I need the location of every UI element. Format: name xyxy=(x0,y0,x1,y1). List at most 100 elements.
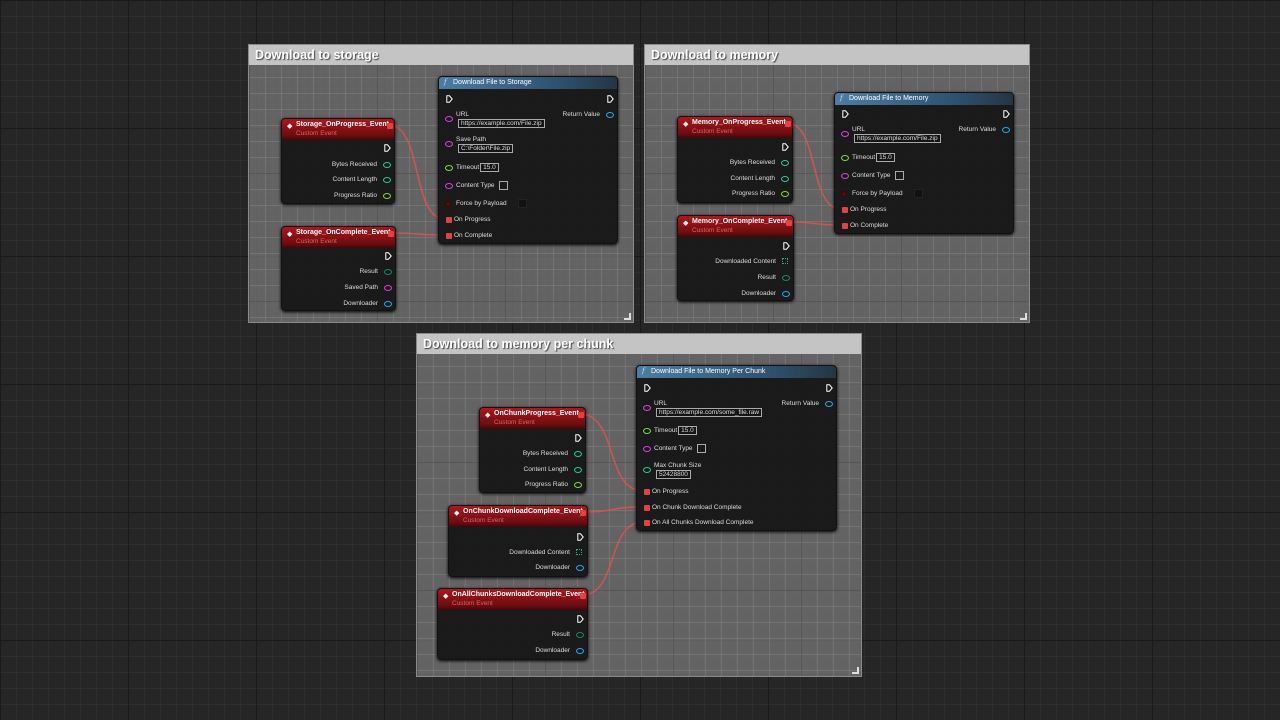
url-field[interactable]: https://example.com/File.zip xyxy=(854,134,941,143)
event-delegate-pin-icon[interactable] xyxy=(388,231,394,237)
input-pin-string-icon[interactable] xyxy=(643,446,651,452)
return-value-pin-icon[interactable] xyxy=(606,112,614,118)
timeout-field[interactable]: 15.0 xyxy=(678,426,697,435)
comment-title[interactable]: Download to storage xyxy=(249,45,633,65)
event-node-header[interactable]: ◆ OnChunkProgress_Event Custom Event xyxy=(480,408,585,429)
exec-out-pin-icon[interactable] xyxy=(607,95,614,103)
exec-out-pin-icon[interactable] xyxy=(385,252,392,260)
event-node-header[interactable]: ◆ OnChunkDownloadComplete_Event Custom Eve… xyxy=(449,506,587,527)
input-pin-string-icon[interactable] xyxy=(841,131,849,137)
delegate-pin-icon[interactable] xyxy=(644,505,650,511)
function-node-header[interactable]: f Download File to Memory xyxy=(835,93,1013,105)
input-pin-string-icon[interactable] xyxy=(445,141,453,147)
resize-grip-icon[interactable] xyxy=(852,667,859,674)
function-node-header[interactable]: f Download File to Storage xyxy=(439,77,617,89)
event-node-header[interactable]: ◆ Memory_OnComplete_Event Custom Event xyxy=(678,216,793,237)
output-pin-float-icon[interactable] xyxy=(781,191,789,197)
max-chunk-size-field[interactable]: 52428800 xyxy=(656,470,691,479)
exec-in-pin-icon[interactable] xyxy=(446,95,453,103)
output-pin-object-icon[interactable] xyxy=(384,301,392,307)
event-delegate-pin-icon[interactable] xyxy=(580,593,586,599)
input-pin-float-icon[interactable] xyxy=(445,165,453,171)
force-by-payload-checkbox[interactable] xyxy=(517,199,527,208)
input-pin-string-icon[interactable] xyxy=(841,173,849,179)
delegate-pin-icon[interactable] xyxy=(842,207,848,213)
resize-grip-icon[interactable] xyxy=(624,313,631,320)
event-node[interactable]: ◆ Memory_OnComplete_Event Custom Event Down… xyxy=(677,215,794,301)
delegate-wire[interactable] xyxy=(388,124,446,220)
exec-out-pin-icon[interactable] xyxy=(1003,110,1010,118)
output-pin-object-icon[interactable] xyxy=(576,648,584,654)
delegate-wire[interactable] xyxy=(786,122,842,210)
output-pin-float-icon[interactable] xyxy=(383,193,391,199)
delegate-wire[interactable] xyxy=(787,221,842,226)
event-delegate-pin-icon[interactable] xyxy=(785,121,791,127)
force-by-payload-checkbox[interactable] xyxy=(913,189,923,198)
input-pin-float-icon[interactable] xyxy=(841,155,849,161)
output-pin-array-icon[interactable] xyxy=(576,549,582,555)
output-pin-array-icon[interactable] xyxy=(782,258,788,264)
delegate-pin-icon[interactable] xyxy=(644,520,650,526)
content-type-field[interactable] xyxy=(498,181,508,190)
content-type-field[interactable] xyxy=(894,171,904,180)
function-node[interactable]: f Download File to Memory Return Value URL h… xyxy=(834,92,1014,234)
delegate-wire[interactable] xyxy=(579,413,644,492)
function-node[interactable]: f Download File to Memory Per Chunk Return… xyxy=(636,365,837,531)
input-pin-float-icon[interactable] xyxy=(643,428,651,434)
content-type-field[interactable] xyxy=(696,444,706,453)
input-pin-string-icon[interactable] xyxy=(445,183,453,189)
delegate-pin-icon[interactable] xyxy=(446,233,452,239)
event-node-header[interactable]: ◆ Memory_OnProgress_Event Custom Event xyxy=(678,117,792,138)
output-pin-int-icon[interactable] xyxy=(574,467,582,473)
exec-out-pin-icon[interactable] xyxy=(826,384,833,392)
event-node-header[interactable]: ◆ Storage_OnProgress_Event Custom Event xyxy=(282,119,394,140)
url-field[interactable]: https://example.com/File.zip xyxy=(458,119,545,128)
save-path-field[interactable]: C:\Folder\File.zip xyxy=(458,144,514,153)
output-pin-int-icon[interactable] xyxy=(383,162,391,168)
exec-out-pin-icon[interactable] xyxy=(782,143,789,151)
event-delegate-pin-icon[interactable] xyxy=(786,220,792,226)
exec-out-pin-icon[interactable] xyxy=(575,434,582,442)
output-pin-float-icon[interactable] xyxy=(574,482,582,488)
exec-out-pin-icon[interactable] xyxy=(577,615,584,623)
event-node[interactable]: ◆ OnChunkDownloadComplete_Event Custom Eve… xyxy=(448,505,588,577)
exec-in-pin-icon[interactable] xyxy=(842,110,849,118)
output-pin-int-icon[interactable] xyxy=(574,451,582,457)
timeout-field[interactable]: 15.0 xyxy=(876,153,895,162)
output-pin-int-icon[interactable] xyxy=(781,176,789,182)
output-pin-object-icon[interactable] xyxy=(782,291,790,297)
input-pin-bool-icon[interactable] xyxy=(841,191,847,197)
input-pin-int-icon[interactable] xyxy=(643,467,651,473)
delegate-pin-icon[interactable] xyxy=(644,489,650,495)
exec-out-pin-icon[interactable] xyxy=(577,533,584,541)
exec-out-pin-icon[interactable] xyxy=(384,144,391,152)
delegate-pin-icon[interactable] xyxy=(446,217,452,223)
event-node-header[interactable]: ◆ OnAllChunksDownloadComplete_Event Custom… xyxy=(438,589,587,610)
output-pin-bytes-icon[interactable] xyxy=(782,275,790,281)
delegate-wire[interactable] xyxy=(581,521,644,596)
resize-grip-icon[interactable] xyxy=(1020,313,1027,320)
event-node[interactable]: ◆ Storage_OnComplete_Event Custom Event Res… xyxy=(281,226,396,311)
return-value-pin-icon[interactable] xyxy=(825,401,833,407)
url-field[interactable]: https://example.com/some_file.raw xyxy=(656,408,763,417)
event-delegate-pin-icon[interactable] xyxy=(387,123,393,129)
return-value-pin-icon[interactable] xyxy=(1002,127,1010,133)
event-node[interactable]: ◆ Storage_OnProgress_Event Custom Event Byt… xyxy=(281,118,395,204)
event-delegate-pin-icon[interactable] xyxy=(578,412,584,418)
output-pin-bytes-icon[interactable] xyxy=(576,632,584,638)
input-pin-string-icon[interactable] xyxy=(445,116,453,122)
delegate-wire[interactable] xyxy=(581,506,644,513)
input-pin-bool-icon[interactable] xyxy=(445,201,451,207)
exec-in-pin-icon[interactable] xyxy=(644,384,651,392)
delegate-wire[interactable] xyxy=(389,232,446,236)
function-node[interactable]: f Download File to Storage Return Value URL… xyxy=(438,76,618,244)
output-pin-int-icon[interactable] xyxy=(383,177,391,183)
event-node[interactable]: ◆ OnChunkProgress_Event Custom Event Bytes … xyxy=(479,407,586,493)
input-pin-string-icon[interactable] xyxy=(643,405,651,411)
output-pin-int-icon[interactable] xyxy=(781,160,789,166)
output-pin-object-icon[interactable] xyxy=(576,565,584,571)
event-node[interactable]: ◆ OnAllChunksDownloadComplete_Event Custom… xyxy=(437,588,588,660)
comment-title[interactable]: Download to memory per chunk xyxy=(417,334,861,354)
delegate-pin-icon[interactable] xyxy=(842,223,848,229)
output-pin-bytes-icon[interactable] xyxy=(384,269,392,275)
